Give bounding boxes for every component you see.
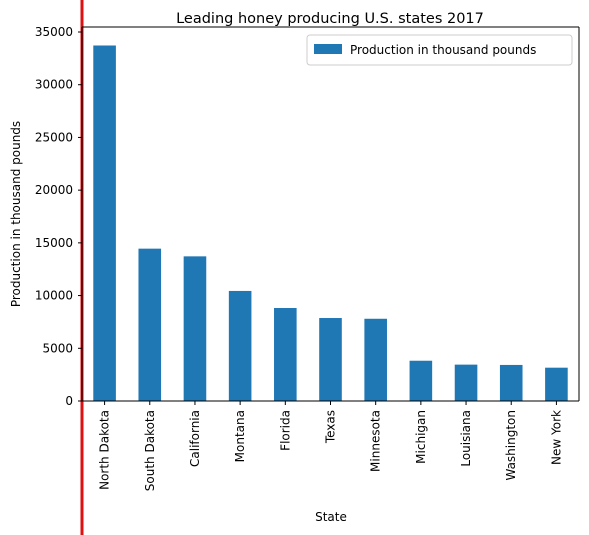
x-axis-label: State	[315, 510, 347, 524]
y-tick-label: 20000	[35, 183, 73, 197]
y-tick-label: 15000	[35, 236, 73, 250]
legend-box	[306, 34, 573, 66]
bar-minnesota	[364, 318, 387, 401]
x-tick-label: Washington	[504, 410, 518, 481]
bar-texas	[319, 318, 342, 401]
bar-north-dakota	[93, 45, 116, 401]
x-tick-label: Montana	[233, 410, 247, 462]
chart-title: Leading honey producing U.S. states 2017	[176, 11, 484, 27]
x-tick-label: California	[188, 410, 202, 467]
y-tick-label: 5000	[42, 341, 73, 355]
x-tick-label: North Dakota	[98, 410, 112, 490]
bar-new-york	[545, 367, 568, 401]
x-tick-label: Texas	[324, 410, 338, 444]
y-axis-label: Production in thousand pounds	[9, 121, 23, 307]
y-tick-label: 35000	[35, 25, 73, 39]
x-tick-label: Minnesota	[369, 410, 383, 472]
bars-group	[93, 45, 568, 401]
x-ticks-group: North Dakota South Dakota California Montan…	[98, 401, 563, 491]
bar-louisiana	[454, 364, 478, 401]
x-tick-label: Louisiana	[459, 410, 473, 467]
bar-washington	[499, 364, 523, 401]
x-tick-label: South Dakota	[143, 410, 157, 491]
legend-entry-label: Production in thousand pounds	[350, 43, 536, 57]
y-tick-label: 10000	[35, 289, 73, 303]
bar-montana	[228, 290, 252, 401]
y-tick-label: 25000	[35, 130, 73, 144]
x-tick-label: Michigan	[414, 410, 428, 464]
bar-south-dakota	[138, 248, 162, 401]
x-tick-label: Florida	[278, 410, 292, 451]
y-tick-label: 30000	[35, 78, 73, 92]
bar-florida	[274, 308, 297, 401]
legend-swatch	[314, 44, 342, 54]
bar-michigan	[409, 360, 433, 401]
bar-california	[183, 256, 207, 401]
y-tick-label: 0	[65, 394, 73, 408]
x-tick-label: New York	[549, 410, 563, 465]
y-ticks-group: 0 5000 10000 15000 20000 25000 30000 35000	[35, 25, 82, 408]
legend: Production in thousand pounds	[306, 34, 573, 66]
